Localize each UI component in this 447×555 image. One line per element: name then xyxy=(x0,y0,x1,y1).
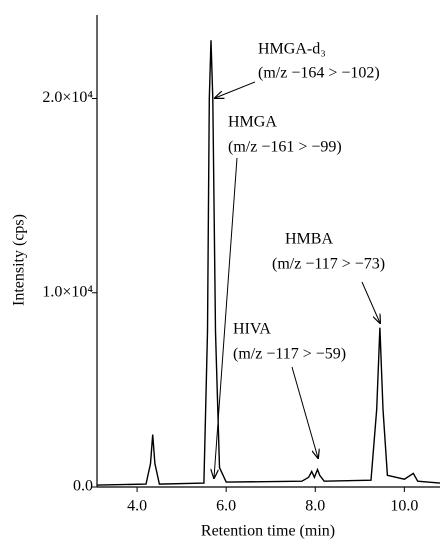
annotation-name: HIVA xyxy=(233,321,271,338)
annotation-detail: (m/z −161 > −99) xyxy=(228,139,342,156)
annotation-name: HMGA xyxy=(228,114,277,131)
arrow xyxy=(361,281,380,323)
y-axis-title: Intensity (cps) xyxy=(11,214,28,306)
annotation-detail: (m/z −164 > −102) xyxy=(258,65,380,82)
annotation-name: HMGA-d₃ xyxy=(258,41,326,58)
x-axis-title: Retention time (min) xyxy=(201,523,335,540)
y-tick-label: 1.0×10⁴ xyxy=(42,283,93,300)
arrow xyxy=(214,157,238,478)
x-tick-label: 4.0 xyxy=(127,498,147,515)
y-tick-label: 0.0 xyxy=(73,478,93,495)
trace xyxy=(96,40,441,486)
x-tick-label: 6.0 xyxy=(216,498,236,515)
annotation-detail: (m/z −117 > −73) xyxy=(272,256,385,273)
arrow xyxy=(215,81,256,98)
x-tick-label: 8.0 xyxy=(305,498,325,515)
x-tick-label: 10.0 xyxy=(390,498,418,515)
annotation-name: HMBA xyxy=(285,231,333,248)
arrow xyxy=(291,366,318,458)
annotation-detail: (m/z −117 > −59) xyxy=(233,346,346,363)
y-tick-label: 2.0×10⁴ xyxy=(42,89,93,106)
